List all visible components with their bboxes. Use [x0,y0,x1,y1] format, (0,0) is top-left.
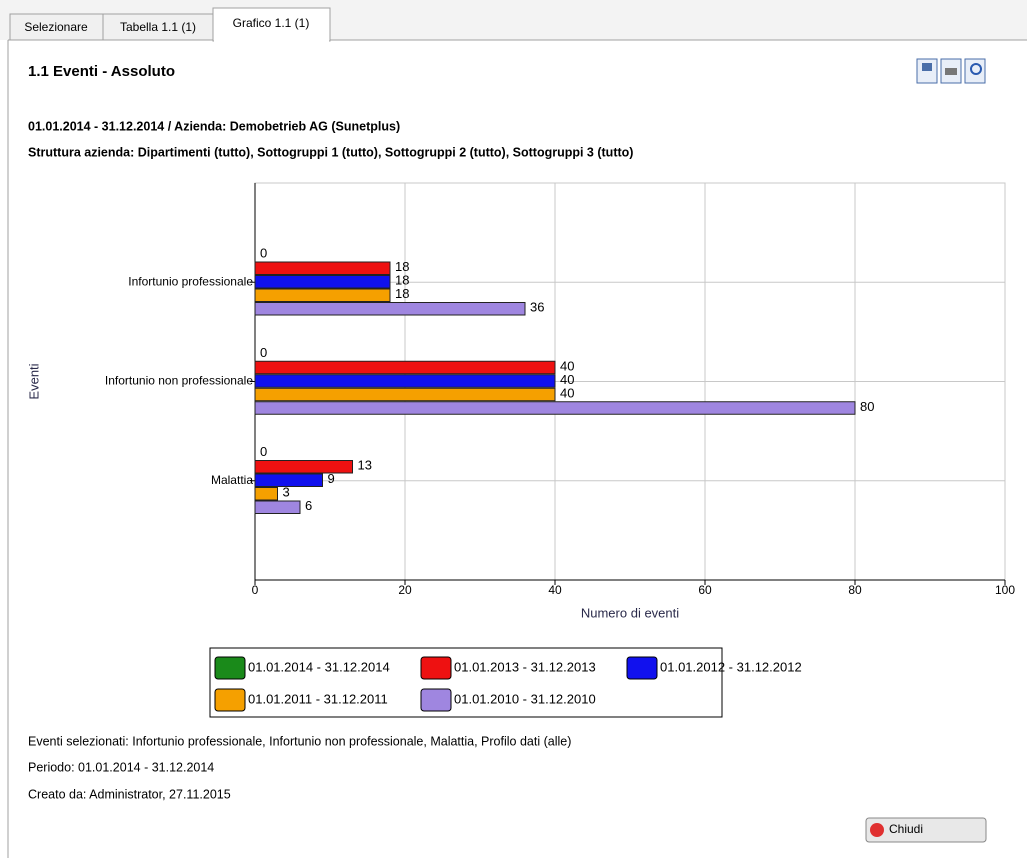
legend-label: 01.01.2010 - 31.12.2010 [454,691,596,706]
legend-label: 01.01.2012 - 31.12.2012 [660,659,802,674]
bar [254,360,556,375]
bar [254,374,556,388]
x-tick-label: 60 [698,583,712,597]
footer-line: Creato da: Administrator, 27.11.2015 [28,787,231,801]
zoom-icon [970,63,982,75]
data-label: 18 [395,286,409,301]
legend-label: 01.01.2013 - 31.12.2013 [454,659,596,674]
subtitle: 01.01.2014 - 31.12.2014 / Azienda: Demob… [28,119,400,133]
bar [254,261,391,275]
bar [254,487,278,501]
tab-active-gap [214,38,329,42]
y-tick-label: Malattia [211,473,253,487]
x-tick-label: 100 [995,583,1015,597]
bar [254,401,856,415]
data-label: 3 [283,485,290,500]
data-label: 0 [260,246,267,261]
legend-swatch [214,656,246,680]
data-label: 40 [560,372,574,387]
legend-label: 01.01.2011 - 31.12.2011 [248,691,388,706]
bar [254,275,391,289]
legend-swatch [214,688,246,712]
tab[interactable] [9,13,104,41]
data-label: 9 [328,471,335,486]
tab-label[interactable]: Selezionare [24,20,88,34]
tab-label[interactable]: Grafico 1.1 (1) [233,16,310,30]
tab-label[interactable]: Tabella 1.1 (1) [120,20,196,34]
bar [254,460,353,474]
x-tick-label: 0 [252,583,259,597]
data-label: 40 [560,358,574,373]
tab[interactable] [102,13,214,41]
print-icon [945,68,957,75]
save-icon [922,63,932,71]
legend-label: 01.01.2014 - 31.12.2014 [248,659,390,674]
data-label: 0 [260,345,267,360]
footer-line: Periodo: 01.01.2014 - 31.12.2014 [28,760,214,774]
y-tick-label: Infortunio non professionale [105,374,253,388]
close-button[interactable] [865,817,987,843]
y-axis-label: Eventi [26,363,41,399]
close-label[interactable]: Chiudi [889,822,923,836]
data-label: 18 [395,273,409,288]
tab-active[interactable] [212,7,331,42]
y-tick-label: Infortunio professionale [128,274,253,288]
bar [254,288,391,302]
data-label: 40 [560,385,574,400]
bar [254,302,526,316]
toolbar [916,58,986,84]
zoom-button[interactable] [964,58,986,84]
data-label: 18 [395,259,409,274]
x-tick-label: 20 [398,583,412,597]
data-label: 80 [860,399,874,414]
bar [254,500,301,514]
x-tick-label: 80 [848,583,862,597]
subtitle: Struttura azienda: Dipartimenti (tutto),… [28,145,633,159]
close-icon [870,823,884,837]
data-label: 0 [260,444,267,459]
legend-swatch [420,688,452,712]
footer-line: Eventi selezionati: Infortunio professio… [28,734,571,748]
bar [254,473,323,487]
bar [254,387,556,402]
x-tick-label: 40 [548,583,562,597]
title: 1.1 Eventi - Assoluto [28,63,175,80]
x-axis-label: Numero di eventi [581,605,679,620]
legend-swatch [420,656,452,680]
legend-swatch [626,656,658,680]
data-label: 36 [530,300,544,315]
data-label: 6 [305,498,312,513]
data-label: 13 [358,458,372,473]
